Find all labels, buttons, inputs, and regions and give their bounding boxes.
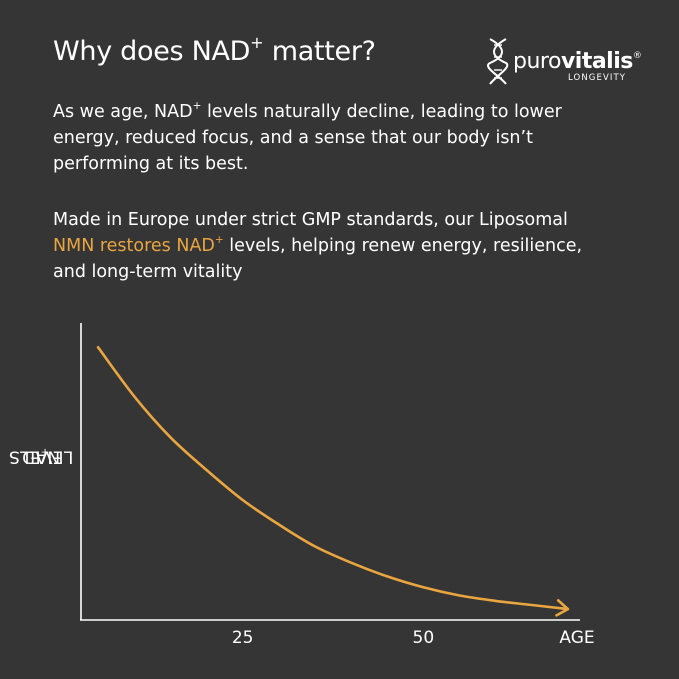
p2-text-b: levels, helping renew energy, resilience… <box>53 236 583 282</box>
title-text-end: matter? <box>263 36 376 67</box>
nad-decline-line <box>96 346 570 611</box>
registered-mark: ® <box>632 51 642 61</box>
p2-accent-superscript: + <box>214 234 224 247</box>
title-text: Why does NAD <box>53 36 251 67</box>
p2-accent-text: NMN restores NAD+ <box>53 234 224 256</box>
nad-decline-chart <box>0 300 679 679</box>
x-axis-label: AGE <box>559 628 595 648</box>
x-tick-label: 50 <box>412 628 435 648</box>
p1-text-b: levels naturally decline, leading to low… <box>53 102 562 174</box>
product-paragraph: Made in Europe under strict GMP standard… <box>53 207 613 285</box>
series-layer <box>96 346 570 617</box>
p1-text-a: As we age, NAD <box>53 102 193 122</box>
chart-canvas <box>80 323 580 621</box>
p1-superscript: + <box>192 100 202 113</box>
p2-text-a: Made in Europe under strict GMP standard… <box>53 210 568 230</box>
brand-name-bold: vitalis <box>560 49 633 74</box>
title-superscript: + <box>250 32 264 52</box>
brand-tagline: LONGEVITY <box>568 73 627 83</box>
y-axis-label-text: NAD + LEVELS <box>9 446 74 466</box>
brand-name-light: puro <box>513 49 561 74</box>
x-tick-label: 25 <box>231 628 254 648</box>
line-arrowhead <box>555 599 570 617</box>
brand-logo: purovitalis® LONGEVITY <box>486 36 646 88</box>
brand-wordmark: purovitalis® <box>513 49 642 74</box>
p2-accent-a: NMN restores NAD <box>53 236 215 256</box>
page-title: Why does NAD+ matter? <box>53 32 376 67</box>
y-axis-label-end: LEVELS <box>8 446 74 467</box>
intro-paragraph: As we age, NAD+ levels naturally decline… <box>53 99 613 177</box>
dna-helix-icon <box>487 38 509 85</box>
